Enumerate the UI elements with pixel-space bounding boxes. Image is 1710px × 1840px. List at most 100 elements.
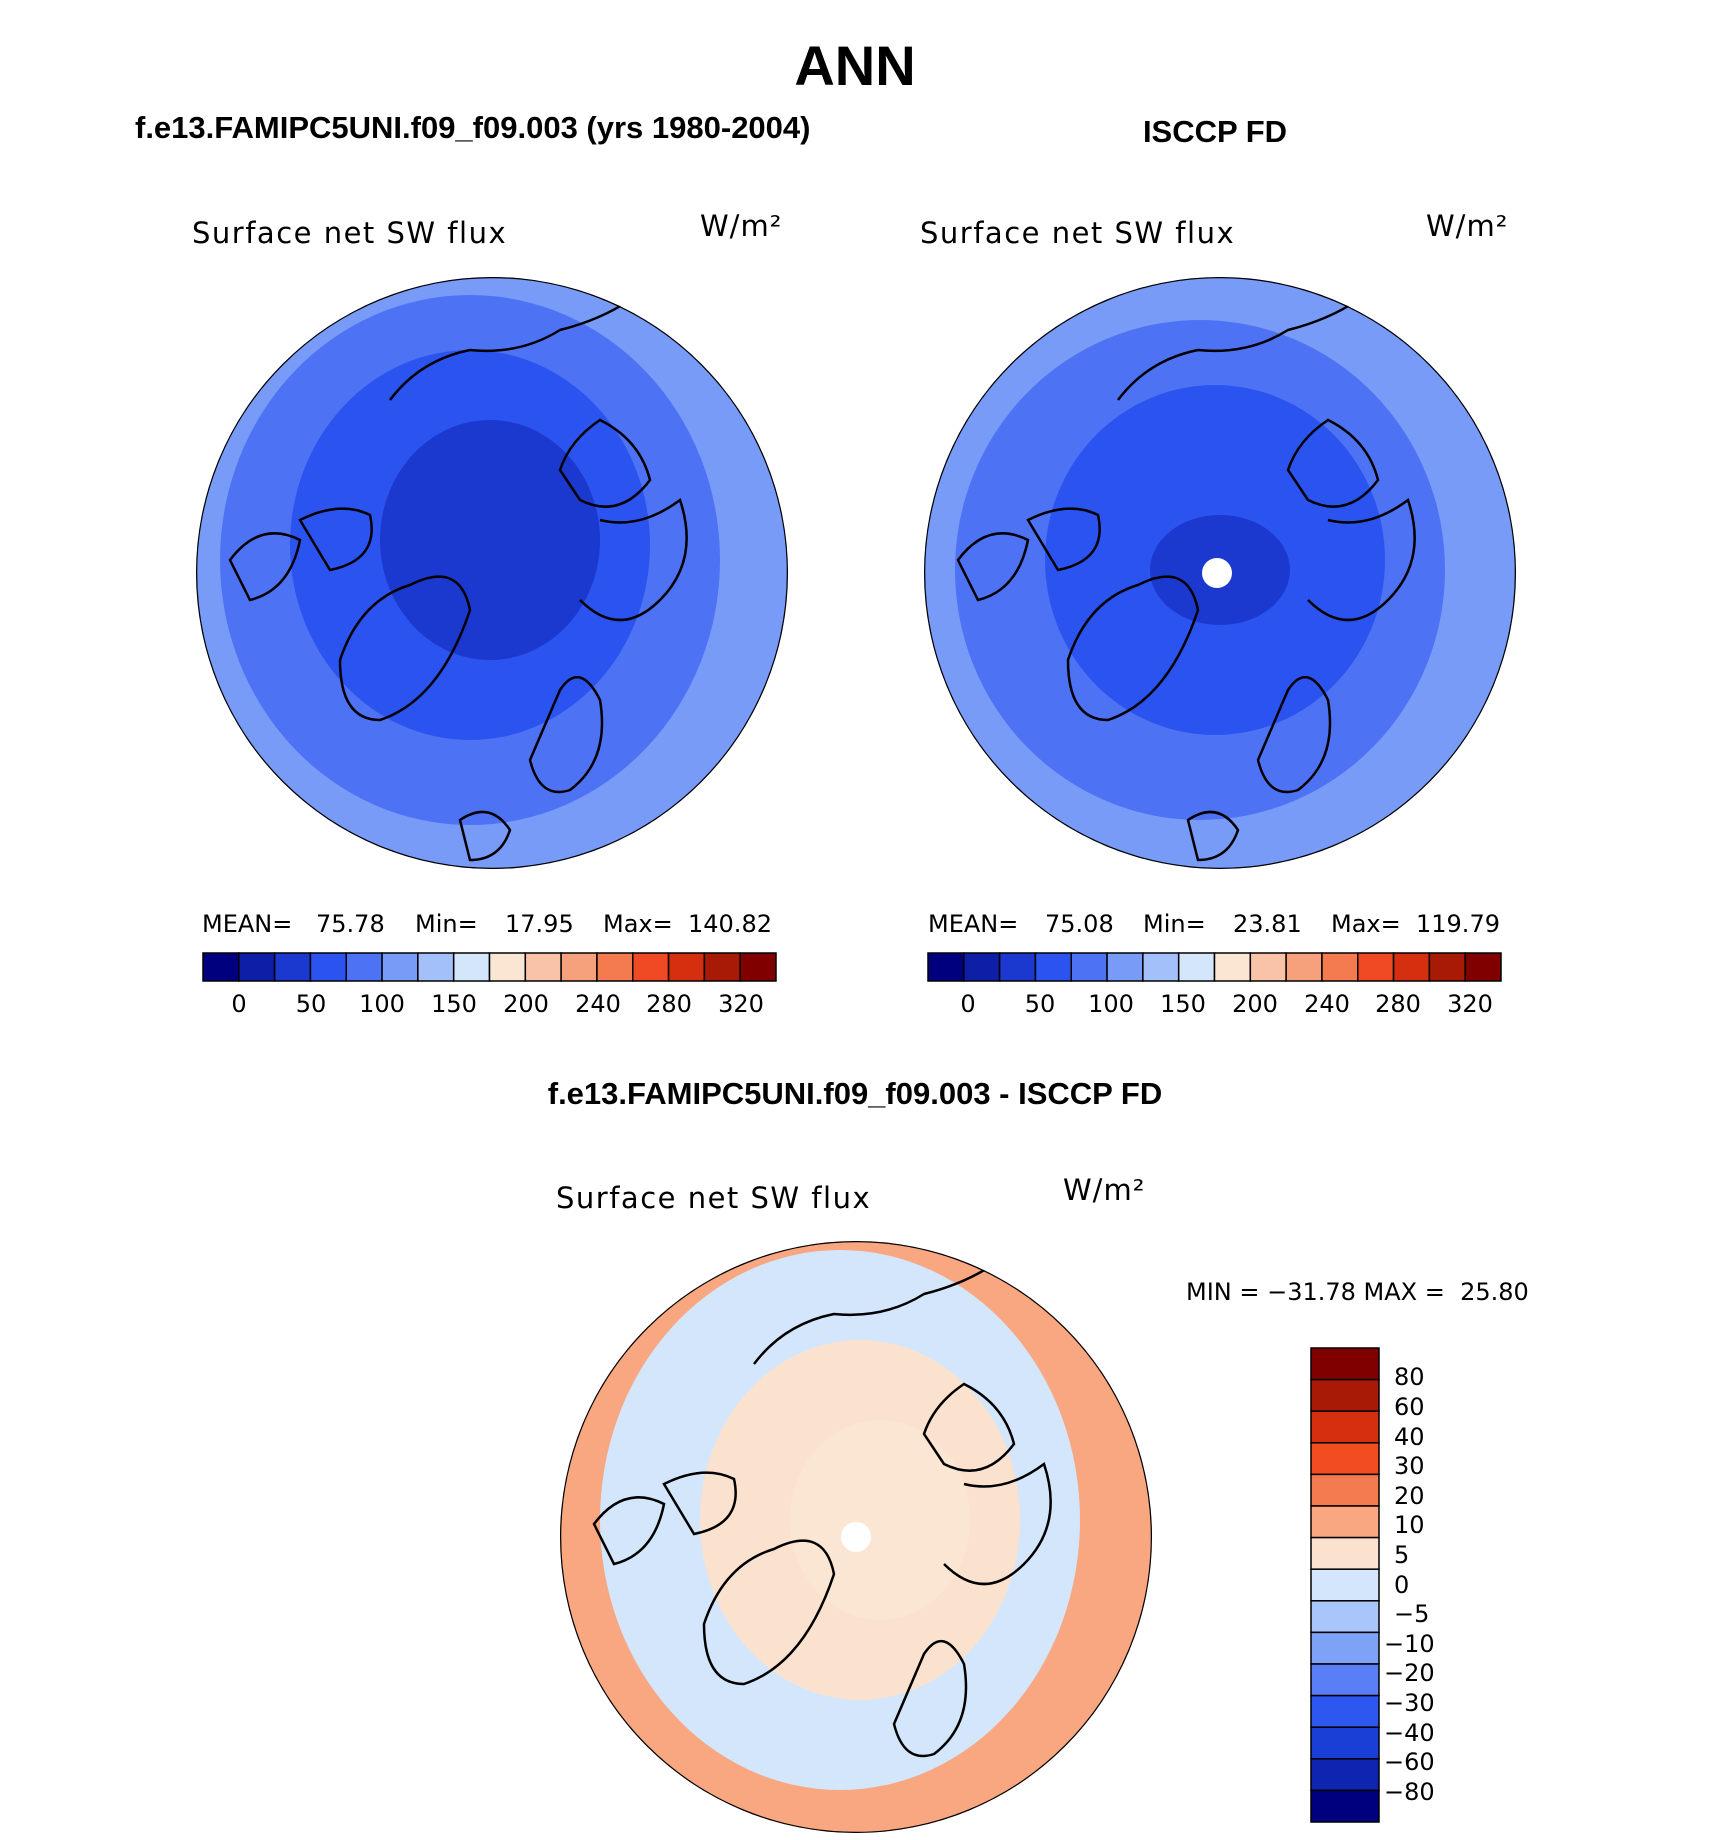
map-model-coastlines — [228, 298, 688, 862]
colorbar-swatch — [452, 952, 491, 982]
colorbar-swatch — [963, 952, 1001, 982]
colorbar-tick-label: 0 — [960, 990, 975, 1018]
colorbar-swatch — [1034, 952, 1072, 982]
colorbar-tick-label: 240 — [575, 990, 621, 1018]
colorbar-swatch — [667, 952, 706, 982]
colorbar-tick-label: −80 — [1384, 1778, 1435, 1806]
colorbar-tick-label: 100 — [359, 990, 405, 1018]
map-obs-pole-hole — [1202, 558, 1232, 588]
colorbar-swatch — [739, 952, 777, 982]
map-diff-core — [790, 1420, 970, 1620]
colorbar-tick-label: 100 — [1088, 990, 1134, 1018]
colorbar-swatch — [1310, 1473, 1380, 1507]
map-diff-coastlines — [592, 1262, 1052, 1758]
colorbar-tick-label: 5 — [1394, 1541, 1409, 1569]
colorbar-swatch — [1310, 1505, 1380, 1539]
stat-value: 17.95 — [505, 910, 574, 938]
stat-label: Min= — [415, 910, 478, 938]
colorbar-swatch — [1310, 1600, 1380, 1634]
colorbar-swatch — [1357, 952, 1395, 982]
panel-model-stats: MEAN= 75.78 Min= 17.95 Max= 140.82 — [202, 910, 772, 938]
colorbar-swatch — [1310, 1442, 1380, 1476]
panel-diff: f.e13.FAMIPC5UNI.f09_f09.003 - ISCCP FD … — [548, 1076, 1529, 1833]
stat-value: 75.08 — [1045, 910, 1114, 938]
colorbar-swatch — [1392, 952, 1431, 982]
colorbar-tick-label: 50 — [296, 990, 327, 1018]
colorbar-tick-label: 20 — [1394, 1482, 1425, 1510]
colorbar-swatch — [927, 952, 965, 982]
panel-diff-colorbar — [1310, 1347, 1380, 1823]
stat-label: Max= — [1331, 910, 1401, 938]
stat-value: 75.78 — [316, 910, 385, 938]
map-obs-coastlines — [956, 298, 1416, 862]
colorbar-swatch — [1249, 952, 1287, 982]
colorbar-tick-label: 0 — [231, 990, 246, 1018]
colorbar-tick-label: 280 — [646, 990, 692, 1018]
map-diff-pole-hole — [841, 1522, 871, 1552]
colorbar-tick-label: −10 — [1384, 1630, 1435, 1658]
colorbar-tick-label: −20 — [1384, 1659, 1435, 1687]
panel-diff-variable: Surface net SW flux — [556, 1181, 871, 1215]
colorbar-tick-label: 60 — [1394, 1393, 1425, 1421]
colorbar-tick-label: 150 — [431, 990, 477, 1018]
colorbar-swatch — [1310, 1378, 1380, 1412]
map-model-core — [380, 420, 600, 660]
panel-model: f.e13.FAMIPC5UNI.f09_f09.003 (yrs 1980-2… — [135, 110, 810, 1018]
panel-obs-case-title: ISCCP FD — [1143, 114, 1287, 149]
stat-label: MEAN= — [202, 910, 292, 938]
panel-model-colorbar — [202, 952, 777, 982]
colorbar-swatch — [309, 952, 347, 982]
colorbar-swatch — [1177, 952, 1216, 982]
colorbar-swatch — [1070, 952, 1108, 982]
colorbar-swatch — [998, 952, 1037, 982]
colorbar-swatch — [1310, 1347, 1380, 1381]
colorbar-tick-label: 40 — [1394, 1423, 1425, 1451]
colorbar-tick-label: −30 — [1384, 1689, 1435, 1717]
panel-obs-map — [924, 277, 1516, 869]
colorbar-swatch — [1428, 952, 1466, 982]
stat-value: 140.82 — [688, 910, 772, 938]
colorbar-tick-label: 150 — [1160, 990, 1206, 1018]
panel-obs-variable: Surface net SW flux — [920, 216, 1235, 250]
panel-diff-minmax: MIN = −31.78 MAX = 25.80 — [1186, 1278, 1529, 1306]
colorbar-tick-label: 320 — [718, 990, 764, 1018]
colorbar-tick-label: 0 — [1394, 1571, 1409, 1599]
panel-obs-colorbar-ticks: 0 50 100 150 200 240 280 320 — [960, 990, 1493, 1018]
colorbar-swatch — [417, 952, 455, 982]
colorbar-tick-label: 80 — [1394, 1363, 1425, 1391]
stat-value: 119.79 — [1416, 910, 1500, 938]
panel-diff-map — [560, 1241, 1152, 1833]
colorbar-swatch — [1310, 1694, 1380, 1728]
colorbar-swatch — [273, 952, 312, 982]
colorbar-swatch — [1213, 952, 1252, 982]
colorbar-swatch — [1142, 952, 1180, 982]
panel-model-colorbar-ticks: 0 50 100 150 200 240 280 320 — [231, 990, 764, 1018]
colorbar-swatch — [1310, 1726, 1380, 1760]
colorbar-swatch — [381, 952, 419, 982]
stat-value: 23.81 — [1233, 910, 1302, 938]
panel-diff-colorbar-ticks: 80 60 40 30 20 10 5 0 −5 −10 −20 −30 −40… — [1384, 1363, 1435, 1806]
colorbar-swatch — [1321, 952, 1359, 982]
colorbar-tick-label: −40 — [1384, 1719, 1435, 1747]
colorbar-swatch — [202, 952, 240, 982]
colorbar-swatch — [632, 952, 670, 982]
panel-diff-case-title: f.e13.FAMIPC5UNI.f09_f09.003 - ISCCP FD — [548, 1076, 1162, 1111]
colorbar-tick-label: 30 — [1394, 1452, 1425, 1480]
panel-model-map — [196, 277, 788, 869]
colorbar-swatch — [345, 952, 383, 982]
colorbar-swatch — [1310, 1410, 1380, 1444]
colorbar-tick-label: 10 — [1394, 1511, 1425, 1539]
colorbar-swatch — [488, 952, 527, 982]
colorbar-swatch — [560, 952, 598, 982]
colorbar-swatch — [524, 952, 562, 982]
colorbar-swatch — [1310, 1789, 1380, 1823]
colorbar-tick-label: 200 — [1232, 990, 1278, 1018]
colorbar-swatch — [1310, 1758, 1380, 1792]
colorbar-tick-label: 280 — [1375, 990, 1421, 1018]
colorbar-tick-label: 200 — [503, 990, 549, 1018]
figure-title: ANN — [794, 34, 915, 97]
colorbar-tick-label: 320 — [1447, 990, 1493, 1018]
stat-label: Max= — [603, 910, 673, 938]
colorbar-swatch — [703, 952, 741, 982]
